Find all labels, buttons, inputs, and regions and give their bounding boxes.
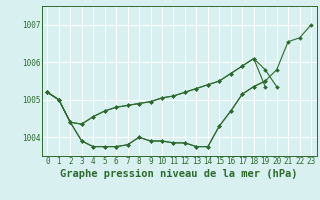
X-axis label: Graphe pression niveau de la mer (hPa): Graphe pression niveau de la mer (hPa) xyxy=(60,169,298,179)
